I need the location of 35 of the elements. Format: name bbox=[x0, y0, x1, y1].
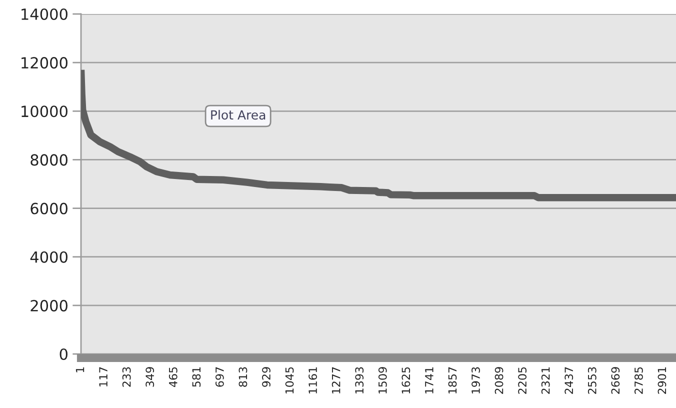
x-tick-label: 349 bbox=[146, 367, 154, 387]
x-tick-label: 2553 bbox=[588, 367, 596, 394]
y-tick-label: 6000 bbox=[30, 202, 68, 214]
annotation: Plot Area bbox=[211, 110, 266, 120]
x-tick-label: 2321 bbox=[541, 367, 550, 394]
x-tick-label: 1857 bbox=[448, 367, 457, 394]
x-tick-label: 1625 bbox=[402, 367, 410, 394]
x-tick-label: 233 bbox=[122, 367, 131, 387]
y-tick-label: 8000 bbox=[30, 154, 68, 166]
x-tick-label: 2205 bbox=[518, 367, 527, 394]
x-tick-label: 697 bbox=[215, 367, 224, 387]
x-tick-label: 117 bbox=[99, 367, 108, 386]
x-tick-label: 465 bbox=[168, 367, 178, 388]
x-tick-label: 2785 bbox=[634, 367, 643, 394]
x-tick-label: 1045 bbox=[285, 367, 294, 394]
x-tick-label: 1277 bbox=[332, 367, 340, 394]
x-tick-label: 1973 bbox=[472, 367, 480, 394]
x-tick-label: 581 bbox=[192, 367, 201, 387]
x-tick-label: 1 bbox=[76, 367, 84, 372]
y-tick-label: 4000 bbox=[30, 251, 68, 263]
y-tick-label: 14000 bbox=[22, 8, 68, 20]
y-tick-label: 0 bbox=[60, 348, 68, 360]
x-tick-label: 1161 bbox=[308, 367, 318, 394]
x-tick-label: 1741 bbox=[425, 367, 434, 394]
x-tick-label: 2901 bbox=[658, 367, 666, 394]
x-tick-label: 2089 bbox=[494, 367, 504, 394]
x-tick-label: 2437 bbox=[564, 367, 574, 394]
x-tick-label: 929 bbox=[262, 367, 270, 387]
y-tick-label: 2000 bbox=[30, 300, 68, 312]
x-tick-label: 1509 bbox=[378, 367, 387, 394]
x-tick-label: 2669 bbox=[611, 367, 620, 394]
x-tick-label: 1393 bbox=[355, 367, 364, 394]
y-tick-label: 12000 bbox=[22, 57, 68, 69]
x-tick-label: 813 bbox=[238, 367, 248, 387]
y-tick-label: 10000 bbox=[22, 106, 68, 118]
